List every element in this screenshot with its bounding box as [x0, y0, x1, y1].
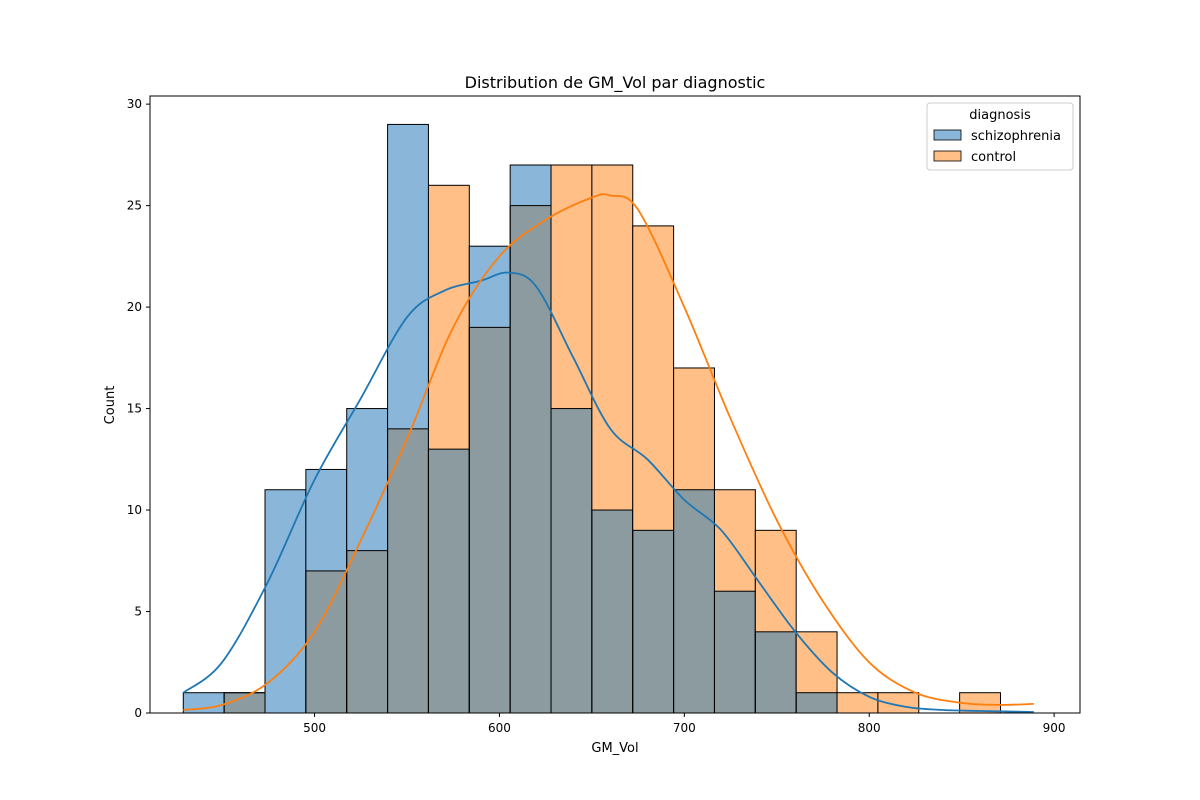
bar-overlap-bin-3: [305, 570, 347, 713]
bar-overlap-bin-6: [428, 449, 470, 713]
bar-overlap-bin-8: [510, 205, 552, 713]
bar-overlap-bin-11: [632, 530, 674, 713]
bar-overlap-bin-4: [346, 550, 388, 713]
legend: diagnosis schizophrenia control: [926, 102, 1074, 171]
bar-overlap-bin-1: [224, 692, 266, 713]
legend-label-schizophrenia: schizophrenia: [971, 129, 1061, 144]
x-tick-label-800: 800: [858, 721, 881, 735]
kde-line-schizophrenia: [182, 271, 1034, 713]
kde-line-control: [183, 193, 1034, 711]
y-tick-label-30: 30: [127, 97, 142, 111]
bar-control-bin-10: [591, 165, 633, 511]
y-tick-label-25: 25: [127, 199, 142, 213]
y-tick-label-5: 5: [134, 605, 142, 619]
x-tick-label-900: 900: [1043, 721, 1066, 735]
bar-overlap-bin-14: [755, 631, 797, 713]
bar-control-bin-14: [755, 530, 797, 632]
bar-control-bin-11: [632, 225, 674, 531]
legend-swatch-control: [933, 150, 962, 162]
bar-control-bin-19: [959, 692, 1001, 713]
histogram-bars: [182, 123, 1001, 714]
bar-schizophrenia-bin-4: [346, 408, 388, 551]
legend-swatch-schizophrenia: [933, 129, 962, 141]
bar-schizophrenia-bin-8: [510, 165, 552, 206]
bar-control-bin-6: [428, 185, 470, 450]
bar-schizophrenia-bin-5: [387, 124, 429, 429]
kde-curves: [182, 193, 1034, 713]
x-axis-ticks: 500 600 700 800 900: [303, 713, 1066, 735]
bar-control-bin-16: [837, 692, 878, 713]
chart-title: Distribution de GM_Vol par diagnostic: [465, 73, 766, 93]
bar-overlap-bin-15: [796, 692, 838, 713]
axes-frame: [149, 95, 1081, 714]
bar-schizophrenia-bin-7: [469, 246, 511, 328]
bar-control-bin-12: [673, 367, 715, 490]
y-tick-label-10: 10: [127, 503, 142, 517]
legend-box: [926, 102, 1074, 171]
bar-overlap-bin-10: [591, 510, 633, 713]
bar-overlap-bin-13: [714, 591, 756, 713]
plot-area: [149, 95, 1081, 714]
x-tick-label-500: 500: [303, 721, 326, 735]
y-axis-ticks: 0 5 10 15 20 25 30: [127, 97, 150, 720]
bar-overlap-bin-12: [673, 489, 715, 713]
legend-title: diagnosis: [969, 108, 1031, 123]
y-tick-label-0: 0: [134, 706, 142, 720]
bar-schizophrenia-bin-0: [183, 692, 225, 713]
bar-control-bin-9: [551, 165, 592, 409]
x-tick-label-700: 700: [673, 721, 696, 735]
x-axis-label: GM_Vol: [591, 741, 638, 756]
y-tick-label-20: 20: [127, 300, 142, 314]
y-tick-label-15: 15: [127, 402, 142, 416]
bar-schizophrenia-bin-2: [265, 489, 306, 713]
y-axis-label: Count: [103, 386, 118, 425]
bar-control-bin-13: [714, 489, 756, 592]
x-tick-label-600: 600: [488, 721, 511, 735]
bar-schizophrenia-bin-3: [305, 469, 347, 571]
bar-overlap-bin-9: [551, 408, 592, 713]
legend-label-control: control: [971, 150, 1016, 165]
bar-overlap-bin-5: [387, 428, 429, 713]
bar-overlap-bin-7: [469, 327, 511, 713]
